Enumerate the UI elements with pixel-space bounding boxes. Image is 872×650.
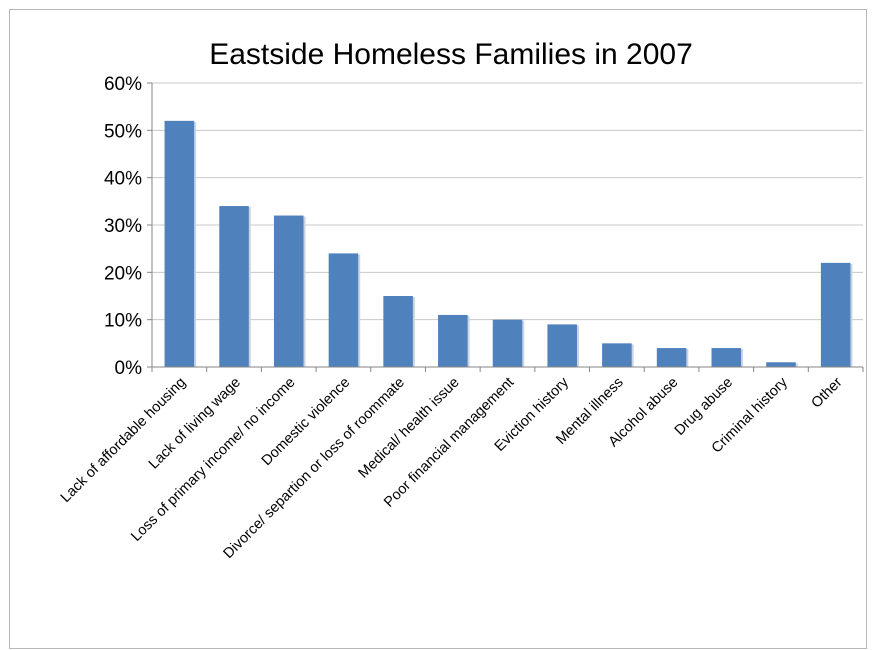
chart-frame: Eastside Homeless Families in 2007 0% 10%…	[9, 9, 867, 649]
bar	[164, 120, 195, 367]
bar	[328, 253, 359, 367]
gridlines	[152, 82, 863, 321]
y-tick-label: 10%	[104, 311, 142, 332]
x-category-label: Lack of living wage	[146, 375, 244, 473]
bar	[438, 314, 468, 367]
bar-chart: Eastside Homeless Families in 2007 0% 10%…	[58, 38, 864, 562]
x-category-label: Other	[809, 374, 846, 411]
y-tick-label: 40%	[104, 169, 142, 190]
x-category-label: Medical/ health issue	[356, 375, 463, 482]
bar	[602, 343, 632, 367]
bar	[547, 324, 577, 367]
bar	[711, 348, 742, 367]
bar	[273, 215, 304, 367]
bars	[164, 120, 853, 367]
y-tick-label: 20%	[104, 263, 142, 284]
bar	[383, 296, 413, 367]
bar	[219, 206, 249, 367]
bar	[820, 262, 851, 367]
y-axis-ticks: 0% 10% 20% 30% 40% 50% 60%	[104, 74, 152, 379]
y-tick-label: 0%	[115, 358, 143, 379]
y-tick-label: 50%	[104, 121, 142, 142]
chart-title: Eastside Homeless Families in 2007	[209, 38, 693, 71]
bar	[492, 319, 523, 367]
y-tick-label: 60%	[104, 74, 142, 95]
y-tick-label: 30%	[104, 216, 142, 237]
bar	[656, 348, 687, 367]
bar	[766, 362, 796, 367]
